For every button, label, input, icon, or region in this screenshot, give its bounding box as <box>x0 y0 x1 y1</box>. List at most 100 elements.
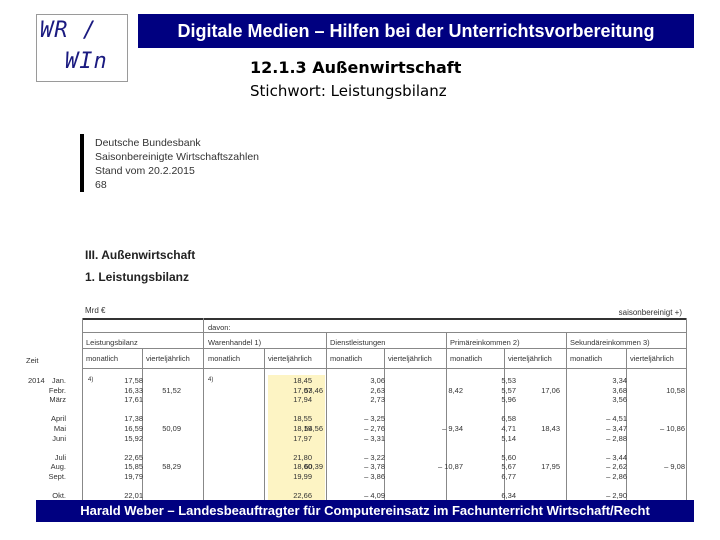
time-column-label: Zeit <box>26 356 39 365</box>
publication-date: Stand vom 20.2.2015 <box>95 165 195 177</box>
subheader: vierteljährlich <box>630 354 674 363</box>
subheader: vierteljährlich <box>268 354 312 363</box>
col-rule <box>504 348 505 500</box>
subheader: monatlich <box>208 354 241 363</box>
table-cell: 60,39 <box>304 462 323 472</box>
row-month: Okt. <box>52 491 66 500</box>
table-row: Sept. 19,79 19,99 – 3,86 6,77 – 2,86 <box>26 472 690 482</box>
units-label: Mrd € <box>85 306 106 315</box>
col-rule <box>566 332 567 500</box>
table-row: Okt. 22,01 22,66 – 4,09 6,34 – 2,90 <box>26 491 690 500</box>
table-cell: 54,56 <box>304 423 323 433</box>
subheader: monatlich <box>570 354 603 363</box>
col-rule <box>626 348 627 500</box>
subheader: vierteljährlich <box>146 354 190 363</box>
col-rule <box>686 318 687 500</box>
table-cell: – 2,76 <box>364 423 385 433</box>
table-cell: 5,57 <box>501 385 516 395</box>
row-year: 2014 <box>28 376 45 385</box>
col-rule <box>326 332 327 500</box>
bundesbank-document-scan: Deutsche Bundesbank Saisonbereinigte Wir… <box>26 128 690 500</box>
table-cell: 18,60 <box>293 462 312 472</box>
table-row: März 17,61 17,94 2,73 5,96 3,56 <box>26 395 690 405</box>
table-cell: 51,52 <box>162 385 181 395</box>
table-cell: – 3,25 <box>364 414 385 424</box>
table-cell: – 3,22 <box>364 452 385 462</box>
document-black-bar <box>80 134 84 192</box>
subheader: vierteljährlich <box>508 354 552 363</box>
table-cell: – 9,08 <box>664 462 685 472</box>
table-cell: 18,55 <box>293 414 312 424</box>
row-month: Mai <box>53 423 66 433</box>
table-cell: 17,61 <box>124 395 143 405</box>
chapter-heading: III. Außenwirtschaft <box>85 248 196 262</box>
table-cell: 17,07 <box>293 385 312 395</box>
table-cell: 17,06 <box>541 385 560 395</box>
highlight-warenhandel-column <box>268 375 325 500</box>
table-cell: 5,14 <box>501 433 516 443</box>
group-label: davon: <box>208 323 231 332</box>
keyword-line: Stichwort: Leistungsbilanz <box>250 82 447 100</box>
section-heading: 12.1.3 Außenwirtschaft <box>250 58 462 77</box>
row-month: Jan. <box>51 376 66 385</box>
table-cell: 5,60 <box>501 452 516 462</box>
table-cell: 22,66 <box>293 491 312 500</box>
subchapter-heading: 1. Leistungsbilanz <box>85 270 190 284</box>
table-cell: – 3,44 <box>606 452 627 462</box>
col-rule <box>384 348 385 500</box>
table-cell: 2,73 <box>370 395 385 405</box>
col-rule <box>142 348 143 500</box>
table-cell: 5,67 <box>501 462 516 472</box>
table-body: 2014 Jan. 4) 4) 17,58 18,45 3,06 5,53 3,34 Febr. 1… <box>26 376 690 500</box>
table-cell: – 4,09 <box>364 491 385 500</box>
table-cell: 17,94 <box>293 395 312 405</box>
table-cell: – 2,88 <box>606 433 627 443</box>
table-cell: 4,71 <box>501 423 516 433</box>
table-cell: – 10,86 <box>659 423 685 433</box>
table-cell: 3,06 <box>370 376 385 385</box>
row-footnote: 4) <box>88 377 94 383</box>
table-row: Febr. 16,33 51,52 17,07 53,46 2,63 8,42 5,57 17,… <box>26 386 690 396</box>
table-cell: 8,42 <box>448 385 463 395</box>
row-month: Febr. <box>48 385 66 395</box>
table-cell: 50,09 <box>162 423 181 433</box>
row-month: März <box>49 395 66 405</box>
subheader: monatlich <box>450 354 483 363</box>
footer-bar: Harald Weber – Landesbeauftragter für Co… <box>36 500 694 522</box>
table-cell: – 10,87 <box>437 462 463 472</box>
table-cell: – 2,62 <box>606 462 627 472</box>
col-rule <box>82 318 83 500</box>
row-month: Sept. <box>48 471 66 481</box>
table-cell: 6,34 <box>501 491 516 500</box>
table-cell: 19,99 <box>293 471 312 481</box>
table-row: Juli 22,65 21,80 – 3,22 5,60 – 3,44 <box>26 453 690 463</box>
logo-line-2: WIn <box>65 49 108 74</box>
table-cell: – 3,86 <box>364 471 385 481</box>
col-rule <box>264 348 265 500</box>
table-cell: 5,96 <box>501 395 516 405</box>
table-cell: 19,79 <box>124 471 143 481</box>
table-cell: 21,80 <box>293 452 312 462</box>
table-cell: 18,19 <box>293 423 312 433</box>
seasonal-note: saisonbereinigt +) <box>618 308 682 317</box>
header-warenhandel: Warenhandel 1) <box>208 338 262 347</box>
table-cell: 6,58 <box>501 414 516 424</box>
table-cell: 5,53 <box>501 376 516 385</box>
table-cell: 6,77 <box>501 471 516 481</box>
row-month: Juni <box>52 433 66 443</box>
publication-title: Saisonbereinigte Wirtschaftszahlen <box>95 151 260 163</box>
subheader: monatlich <box>86 354 119 363</box>
table-row <box>26 405 690 415</box>
header-rule-1 <box>82 332 686 333</box>
slide-title-bar: Digitale Medien – Hilfen bei der Unterri… <box>138 14 694 48</box>
table-cell: – 9,34 <box>442 423 463 433</box>
header-primaereinkommen: Primäreinkommen 2) <box>450 338 520 347</box>
subheader: vierteljährlich <box>388 354 432 363</box>
logo-line-1: WR / <box>40 18 97 43</box>
header-sekundaereinkommen: Sekundäreinkommen 3) <box>570 338 650 347</box>
table-cell: 15,92 <box>124 433 143 443</box>
table-cell: 10,58 <box>666 385 685 395</box>
table-cell: 16,59 <box>124 423 143 433</box>
table-cell: 18,43 <box>541 423 560 433</box>
row-month: Juli <box>54 452 66 462</box>
